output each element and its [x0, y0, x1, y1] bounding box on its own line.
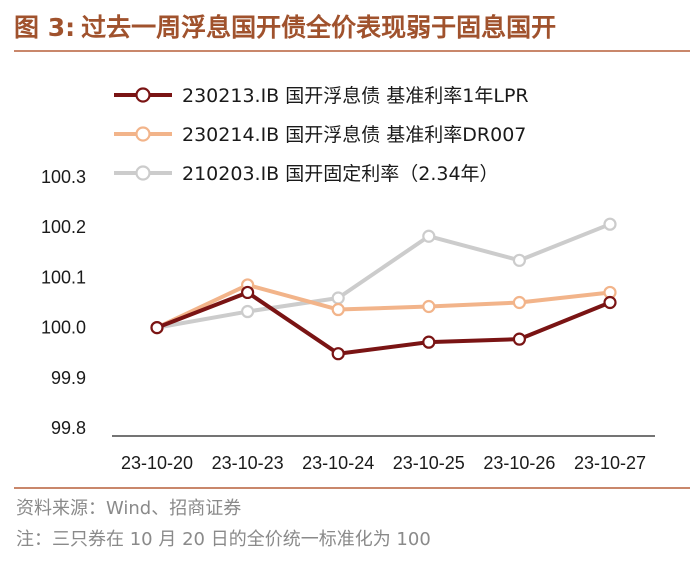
legend-swatch-marker	[135, 126, 151, 142]
x-tick-label: 23-10-26	[483, 453, 555, 473]
data-point	[422, 299, 436, 314]
x-tick-label: 23-10-25	[393, 453, 465, 473]
data-point	[331, 291, 345, 305]
figure-number: 图 3:	[14, 13, 76, 42]
x-tick-label: 23-10-23	[212, 453, 284, 473]
series-line	[156, 282, 611, 330]
x-tick-label: 23-10-24	[302, 453, 374, 473]
legend-label: 210203.IB 国开固定利率（2.34年）	[182, 163, 499, 185]
data-point	[422, 229, 436, 243]
data-point	[603, 295, 617, 310]
data-point	[512, 332, 527, 346]
source-note: 资料来源：Wind、招商证券	[16, 498, 242, 519]
y-tick-label: 100.3	[41, 167, 86, 187]
x-tick-label: 23-10-27	[574, 453, 646, 473]
y-tick-label: 100.0	[41, 318, 86, 338]
y-tick-label: 99.8	[51, 418, 86, 438]
data-point	[512, 295, 527, 310]
legend-swatch-marker	[135, 87, 151, 103]
x-tick-label: 23-10-20	[121, 453, 193, 473]
data-point	[241, 304, 255, 319]
figure-title-text: 过去一周浮息国开债全价表现弱于固息国开	[81, 13, 557, 42]
y-tick-label: 100.2	[41, 217, 86, 237]
data-point	[331, 347, 345, 361]
data-point	[331, 302, 345, 317]
data-point	[603, 217, 617, 231]
figure-title: 图 3: 过去一周浮息国开债全价表现弱于固息国开	[14, 8, 694, 44]
y-tick-label: 99.9	[51, 368, 86, 388]
bottom-divider	[14, 487, 690, 489]
series-line	[156, 290, 611, 356]
legend-label: 230213.IB 国开浮息债 基准利率1年LPR	[182, 85, 529, 107]
footnote: 注：三只券在 10 月 20 日的全价统一标准化为 100	[16, 529, 431, 550]
series-line	[156, 222, 611, 330]
data-point	[422, 335, 436, 349]
line-chart: 99.8 99.9 100.0 100.1 100.2 100.3 23-10-20 23-1…	[41, 85, 655, 473]
legend-label: 230214.IB 国开浮息债 基准利率DR007	[182, 124, 526, 146]
y-tick-label: 100.1	[41, 267, 86, 287]
title-divider	[14, 50, 690, 52]
legend-swatch-marker	[135, 165, 151, 181]
data-point	[512, 253, 527, 267]
data-point	[150, 321, 164, 335]
data-point	[241, 285, 255, 300]
